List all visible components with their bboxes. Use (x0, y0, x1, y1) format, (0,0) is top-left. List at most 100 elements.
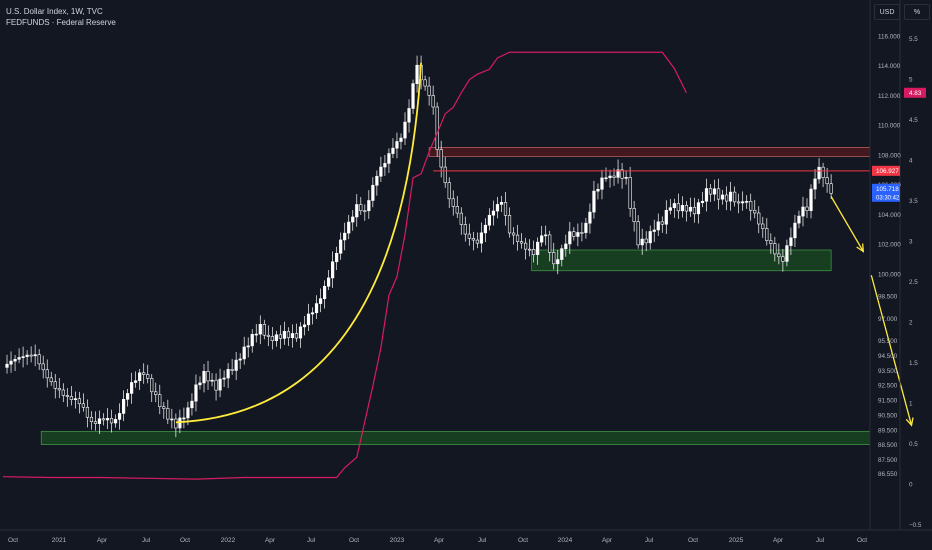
rate-tick-label: 5 (909, 77, 913, 84)
legend-main-series[interactable]: U.S. Dollar Index, 1W, TVC (6, 7, 103, 16)
candle-body (69, 396, 73, 400)
support-zone (40, 430, 871, 445)
candle-body (318, 298, 323, 304)
time-tick-label: Apr (97, 537, 108, 544)
candle-body (801, 206, 805, 217)
candle-body (511, 232, 516, 236)
candle-body (13, 358, 17, 362)
time-axis[interactable]: Oct 2021 Apr Jul Oct 2022 Apr Jul Oct 2023 Apr Jul O… (8, 537, 867, 544)
candle-body (222, 377, 226, 380)
time-tick-label: Jul (307, 537, 316, 544)
candle-body (355, 204, 359, 218)
candle-body (210, 379, 214, 382)
candle-body (170, 418, 174, 421)
candle-body (584, 222, 588, 233)
candle-body (226, 369, 230, 379)
price-tick-label: 98.500 (878, 294, 898, 301)
candle-body (451, 198, 455, 207)
candle-body (568, 231, 572, 245)
price-tick-label: 112.000 (878, 93, 901, 100)
candle-body (447, 182, 451, 200)
candle-body (85, 406, 90, 418)
candle-body (443, 166, 447, 183)
rate-tick-label: 4 (909, 158, 913, 165)
candle-body (150, 378, 154, 393)
candle-body (463, 224, 467, 235)
candle-body (403, 121, 407, 139)
candle-body (475, 239, 479, 244)
candle-body (499, 202, 504, 205)
candle-body (680, 205, 684, 212)
candle-body (278, 334, 282, 339)
candle-body (716, 188, 721, 200)
time-tick-label: 2023 (390, 537, 405, 544)
fedfunds-value-badge (904, 87, 926, 98)
candle-body (817, 166, 821, 180)
candle-body (745, 201, 749, 203)
price-axis[interactable]: 116.000114.000112.000110.000108.000106.0… (878, 34, 901, 479)
candle-body (720, 194, 725, 200)
last-price-label: 105.718 (876, 186, 899, 193)
candle-body (757, 212, 761, 225)
support-zone (531, 249, 832, 272)
candle-body (138, 372, 142, 382)
candle-body (495, 204, 500, 212)
candle-body (556, 259, 560, 265)
candle-body (600, 177, 604, 190)
price-tick-label: 92.500 (878, 383, 898, 390)
candle-body (632, 208, 636, 222)
candle-body (162, 406, 166, 409)
time-tick-label: Jul (816, 537, 825, 544)
candle-body (536, 241, 540, 255)
price-tick-label: 90.500 (878, 412, 898, 419)
chart-legend: U.S. Dollar Index, 1W, TVC FEDFUNDS · Fe… (6, 6, 116, 28)
time-tick-label: Oct (8, 537, 18, 544)
price-tick-label: 88.500 (878, 442, 898, 449)
candle-body (640, 238, 644, 246)
candle-body (274, 334, 278, 341)
candle-body (363, 210, 367, 213)
candle-body (704, 188, 709, 202)
candle-body (25, 354, 29, 357)
rate-axis[interactable]: 5.5 5 4.5 4 3.5 3 2.5 2 1.5 1 0.5 0 −0.5 (909, 36, 922, 529)
candle-body (813, 178, 817, 190)
candle-body (515, 234, 520, 242)
candle-body (552, 252, 556, 265)
candle-body (692, 206, 697, 215)
candle-body (749, 201, 753, 211)
resistance-price-label: 106.927 (876, 168, 899, 175)
time-tick-label: 2025 (729, 537, 744, 544)
candle-body (612, 175, 616, 178)
candle-body (327, 277, 331, 287)
candle-body (45, 369, 49, 379)
candle-body (367, 200, 371, 212)
candle-body (174, 418, 178, 429)
price-tick-label: 102.000 (878, 242, 901, 249)
arrows-layer (830, 196, 914, 427)
candle-body (821, 166, 825, 178)
candle-body (9, 360, 13, 365)
candle-body (286, 331, 291, 339)
time-tick-label: 2021 (52, 537, 67, 544)
candle-body (700, 200, 705, 203)
candle-body (805, 206, 809, 211)
candle-body (652, 229, 656, 232)
price-tick-label: 94.500 (878, 353, 898, 360)
percent-scale-button[interactable]: % (904, 4, 930, 20)
resistance-price-badge (872, 165, 900, 176)
candle-body (664, 210, 668, 225)
candle-body (375, 175, 379, 186)
currency-usd-button[interactable]: USD (874, 4, 900, 20)
candle-body (411, 83, 415, 109)
time-tick-label: Oct (688, 537, 698, 544)
rate-tick-label: 3 (909, 239, 913, 246)
candle-body (572, 231, 576, 237)
candle-body (206, 371, 210, 382)
legend-fedfunds-series[interactable]: FEDFUNDS · Federal Reserve (6, 18, 116, 27)
price-tick-label: 93.500 (878, 368, 898, 375)
candle-body (246, 345, 250, 348)
price-tick-label: 97.000 (878, 316, 898, 323)
candle-body (194, 384, 198, 402)
candle-body (33, 354, 37, 357)
